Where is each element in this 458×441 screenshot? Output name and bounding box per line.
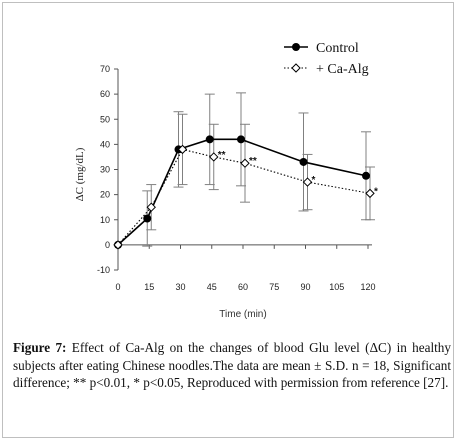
x-tick-label: 60 bbox=[238, 282, 248, 292]
y-tick-label: 40 bbox=[100, 139, 110, 149]
x-tick-label: 30 bbox=[175, 282, 185, 292]
y-axis-title: ΔC (mg/dL) bbox=[74, 147, 86, 201]
data-point-ca-alg bbox=[240, 158, 250, 168]
figure-caption: Figure 7: Effect of Ca-Alg on the change… bbox=[13, 339, 451, 392]
x-tick-label: 90 bbox=[300, 282, 310, 292]
data-point-control bbox=[362, 171, 370, 180]
caption-label: Figure 7: bbox=[13, 340, 67, 355]
legend-label-ca-alg: + Ca-Alg bbox=[316, 62, 369, 77]
legend-label-control: Control bbox=[316, 41, 359, 56]
data-point-ca-alg bbox=[209, 152, 219, 162]
significance-marker: ** bbox=[218, 150, 226, 161]
significance-marker: * bbox=[312, 175, 316, 186]
y-tick-label: 70 bbox=[100, 64, 110, 74]
data-point-control bbox=[143, 214, 152, 223]
x-tick-label: 75 bbox=[269, 282, 279, 292]
y-tick-label: 50 bbox=[100, 114, 110, 124]
x-tick-label: 105 bbox=[329, 282, 344, 292]
data-point-ca-alg bbox=[302, 177, 313, 187]
significance-marker: * bbox=[374, 186, 378, 197]
y-tick-label: 10 bbox=[100, 215, 110, 225]
x-tick-label: 120 bbox=[360, 282, 375, 292]
y-tick-label: 30 bbox=[100, 165, 110, 175]
caption-text: Effect of Ca-Alg on the changes of blood… bbox=[13, 340, 451, 390]
y-tick-label: 60 bbox=[100, 89, 110, 99]
data-point-ca-alg bbox=[177, 144, 188, 155]
data-point-control bbox=[299, 157, 308, 166]
data-point-control bbox=[205, 135, 214, 144]
legend-marker-control bbox=[292, 43, 300, 51]
x-tick-label: 0 bbox=[115, 282, 120, 292]
legend-marker-ca-alg bbox=[291, 63, 301, 73]
data-point-ca-alg bbox=[365, 188, 375, 199]
x-axis-title: Time (min) bbox=[219, 309, 266, 320]
y-tick-label: 20 bbox=[100, 190, 110, 200]
series-line bbox=[117, 138, 367, 246]
significance-marker: ** bbox=[249, 156, 257, 167]
x-tick-label: 45 bbox=[207, 282, 217, 292]
figure-frame: -10 0 10 20 30 40 50 60 70 0 15 30 45 60 75 90 105 120 Tim… bbox=[2, 2, 454, 438]
data-point-ca-alg bbox=[113, 240, 123, 250]
data-point-ca-alg bbox=[146, 202, 156, 212]
line-chart: -10 0 10 20 30 40 50 60 70 0 15 30 45 60 75 90 105 120 Tim… bbox=[74, 41, 378, 320]
y-tick-label: -10 bbox=[97, 265, 110, 275]
x-tick-label: 15 bbox=[144, 282, 154, 292]
data-point-control bbox=[237, 135, 245, 144]
y-tick-label: 0 bbox=[105, 240, 110, 250]
